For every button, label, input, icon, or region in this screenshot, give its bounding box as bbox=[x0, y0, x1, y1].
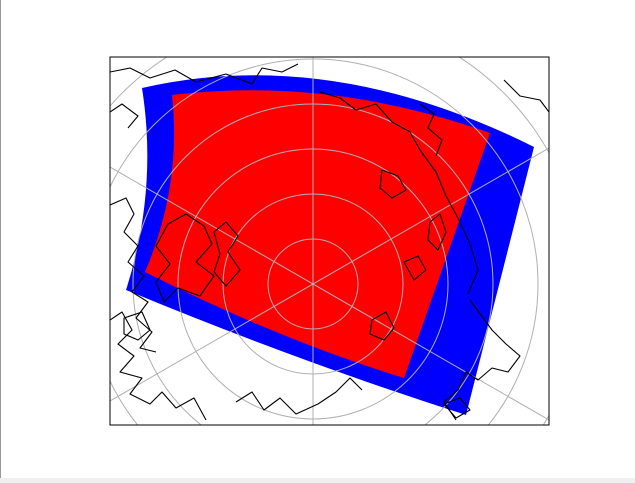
coastline-baffin bbox=[123, 311, 151, 341]
coastline-ellesmere bbox=[213, 221, 241, 287]
coastline-siberia bbox=[319, 91, 479, 295]
coastline-europe-east bbox=[503, 79, 549, 113]
map-frame-border bbox=[109, 56, 550, 426]
window-bottom-band bbox=[0, 478, 635, 483]
coastline-hudson bbox=[110, 311, 207, 421]
coastline-canada-west bbox=[110, 197, 157, 353]
coastline-novaya-zemlya bbox=[427, 213, 447, 251]
coastline-svalbard bbox=[369, 311, 395, 341]
coastline-arctic-islands bbox=[155, 213, 215, 303]
meridians bbox=[110, 57, 549, 425]
coastline-lena bbox=[419, 103, 443, 157]
coastline-north-america bbox=[110, 63, 299, 85]
coastline-taymyr bbox=[379, 169, 407, 199]
coastlines bbox=[110, 63, 549, 421]
coastline-alaska bbox=[110, 103, 139, 129]
coastline-iceland bbox=[443, 397, 471, 419]
coastline-scandinavia bbox=[443, 299, 521, 421]
meridian bbox=[110, 147, 549, 402]
window-left-edge bbox=[0, 0, 1, 483]
coastline-greenland-west bbox=[235, 377, 363, 415]
meridian bbox=[110, 166, 549, 421]
inner-domain-polygon bbox=[145, 90, 490, 378]
coastline-franz-josef bbox=[403, 255, 427, 281]
